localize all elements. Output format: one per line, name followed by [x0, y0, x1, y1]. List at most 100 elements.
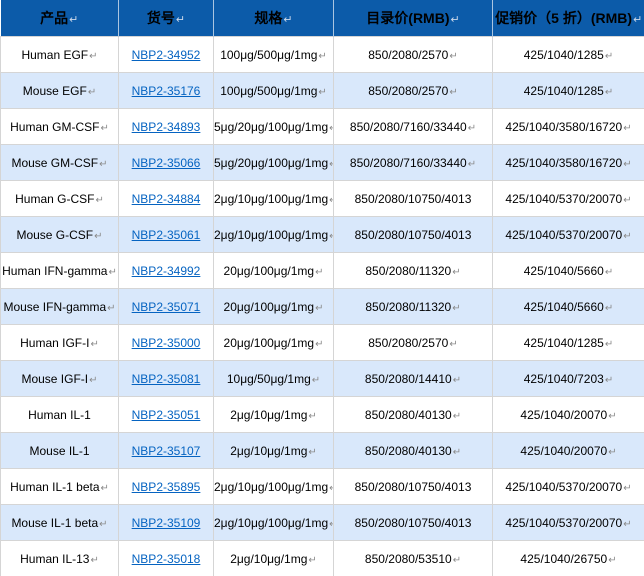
- catalog-cell: NBP2-35176: [118, 72, 214, 109]
- table-row: Mouse IFN-gamma↵ NBP2-35071 20μg/100μg/1mg…: [0, 288, 644, 325]
- promo-price-cell: 425/1040/3580/16720↵: [492, 144, 644, 181]
- column-header-product: 产品↵: [0, 0, 119, 37]
- return-mark-icon: ↵: [308, 554, 317, 566]
- column-header-catalog: 货号↵: [118, 0, 214, 37]
- catalog-cell: NBP2-35107: [118, 432, 214, 469]
- list-price-cell: 850/2080/11320↵: [333, 288, 493, 325]
- return-mark-icon: ↵: [449, 86, 458, 98]
- cell-text: 850/2080/7160/33440: [349, 119, 467, 134]
- return-mark-icon: ↵: [452, 446, 462, 458]
- cell-text: 850/2080/7160/33440: [349, 155, 467, 170]
- catalog-link[interactable]: NBP2-35018: [131, 551, 201, 566]
- size-cell: 20μg/100μg/1mg↵: [213, 288, 334, 325]
- table-row: Mouse EGF↵ NBP2-35176 100μg/500μg/1mg↵ 850/…: [0, 72, 644, 109]
- return-mark-icon: ↵: [100, 482, 109, 494]
- cell-text: Human IL-1 beta: [10, 479, 100, 494]
- promo-price-cell: 425/1040/26750↵: [492, 540, 644, 576]
- product-cell: Mouse EGF↵: [0, 72, 119, 109]
- return-mark-icon: ↵: [452, 302, 461, 314]
- catalog-cell: NBP2-35061: [118, 216, 214, 253]
- cell-text: Mouse IL-1: [29, 443, 90, 458]
- catalog-link[interactable]: NBP2-35107: [131, 443, 201, 458]
- table-row: Mouse IGF-I↵ NBP2-35081 10μg/50μg/1mg↵ 850/…: [0, 360, 644, 397]
- cell-text: 850/2080/40130: [364, 443, 452, 458]
- return-mark-icon: ↵: [604, 338, 614, 350]
- catalog-link[interactable]: NBP2-35109: [131, 515, 201, 530]
- list-price-cell: 850/2080/2570↵: [333, 72, 493, 109]
- catalog-link[interactable]: NBP2-35176: [131, 83, 201, 98]
- cell-text: 100μg/500μg/1mg: [220, 47, 318, 62]
- cell-text: 850/2080/10750/4013: [354, 515, 472, 530]
- cell-text: 850/2080/40130: [364, 407, 452, 422]
- cell-text: Human IL-1: [28, 407, 91, 422]
- list-price-cell: 850/2080/14410↵: [333, 360, 493, 397]
- return-mark-icon: ↵: [107, 302, 116, 314]
- cell-text: 2μg/10μg/100μg/1mg: [214, 479, 329, 494]
- cell-text: 425/1040/26750: [520, 551, 608, 566]
- cell-text: Human EGF: [21, 47, 89, 62]
- table-header: 产品↵ 货号↵ 规格↵ 目录价(RMB)↵ 促销价（5 折）(RMB)↵: [0, 0, 644, 37]
- catalog-cell: NBP2-34952: [118, 36, 214, 73]
- list-price-cell: 850/2080/10750/4013: [333, 468, 493, 505]
- return-mark-icon: ↵: [175, 14, 186, 26]
- cell-text: 2μg/10μg/1mg: [230, 443, 308, 458]
- cell-text: 425/1040/5370/20070: [505, 227, 623, 242]
- return-mark-icon: ↵: [449, 338, 458, 350]
- size-cell: 2μg/10μg/100μg/1mg↵: [213, 216, 334, 253]
- cell-text: 20μg/100μg/1mg: [223, 299, 315, 314]
- catalog-link[interactable]: NBP2-35061: [131, 227, 201, 242]
- catalog-link[interactable]: NBP2-34992: [131, 263, 201, 278]
- column-header-label: 规格: [254, 10, 283, 26]
- catalog-link[interactable]: NBP2-34952: [131, 47, 201, 62]
- return-mark-icon: ↵: [329, 123, 332, 134]
- catalog-link[interactable]: NBP2-35000: [131, 335, 201, 350]
- catalog-link[interactable]: NBP2-35066: [131, 155, 201, 170]
- return-mark-icon: ↵: [452, 266, 461, 278]
- return-mark-icon: ↵: [467, 122, 477, 134]
- cell-text: 425/1040/20070: [520, 407, 608, 422]
- catalog-link[interactable]: NBP2-35051: [131, 407, 201, 422]
- return-mark-icon: ↵: [89, 50, 98, 62]
- cell-text: 5μg/20μg/100μg/1mg: [214, 119, 329, 134]
- table-row: Human IGF-I↵ NBP2-35000 20μg/100μg/1mg↵ 850…: [0, 324, 644, 361]
- product-cell: Mouse GM-CSF↵: [0, 144, 119, 181]
- catalog-link[interactable]: NBP2-35081: [131, 371, 201, 386]
- catalog-link[interactable]: NBP2-35895: [131, 479, 201, 494]
- catalog-link[interactable]: NBP2-34884: [131, 191, 201, 206]
- promo-price-cell: 425/1040/5370/20070↵: [492, 180, 644, 217]
- list-price-cell: 850/2080/10750/4013: [333, 180, 493, 217]
- cell-text: 425/1040/3580/16720: [505, 155, 623, 170]
- return-mark-icon: ↵: [623, 518, 632, 530]
- product-cell: Human IL-1 beta↵: [0, 468, 119, 505]
- cell-text: 425/1040/5660: [523, 299, 604, 314]
- size-cell: 100μg/500μg/1mg↵: [213, 72, 334, 109]
- return-mark-icon: ↵: [604, 50, 614, 62]
- catalog-link[interactable]: NBP2-35071: [131, 299, 201, 314]
- list-price-cell: 850/2080/40130↵: [333, 432, 493, 469]
- return-mark-icon: ↵: [87, 86, 97, 98]
- return-mark-icon: ↵: [450, 14, 460, 26]
- return-mark-icon: ↵: [467, 158, 477, 170]
- cell-text: 850/2080/2570: [368, 335, 449, 350]
- catalog-link[interactable]: NBP2-34893: [131, 119, 201, 134]
- cell-text: 425/1040/5370/20070: [505, 515, 623, 530]
- list-price-cell: 850/2080/7160/33440↵: [333, 144, 493, 181]
- cell-text: 425/1040/5370/20070: [505, 479, 623, 494]
- cell-text: 20μg/100μg/1mg: [223, 335, 315, 350]
- size-cell: 2μg/10μg/100μg/1mg↵: [213, 468, 334, 505]
- cell-text: Human IGF-I: [20, 335, 90, 350]
- return-mark-icon: ↵: [623, 230, 632, 242]
- catalog-cell: NBP2-35000: [118, 324, 214, 361]
- table-row: Human IL-13↵ NBP2-35018 2μg/10μg/1mg↵ 850/2…: [0, 540, 644, 576]
- catalog-cell: NBP2-35895: [118, 468, 214, 505]
- column-header-size: 规格↵: [213, 0, 334, 37]
- promo-price-cell: 425/1040/5660↵: [492, 288, 644, 325]
- cell-text: 100μg/500μg/1mg: [220, 83, 318, 98]
- return-mark-icon: ↵: [90, 338, 99, 350]
- size-cell: 5μg/20μg/100μg/1mg↵: [213, 108, 334, 145]
- return-mark-icon: ↵: [108, 266, 117, 278]
- cell-text: Mouse EGF: [22, 83, 87, 98]
- cell-text: 850/2080/11320: [365, 263, 452, 278]
